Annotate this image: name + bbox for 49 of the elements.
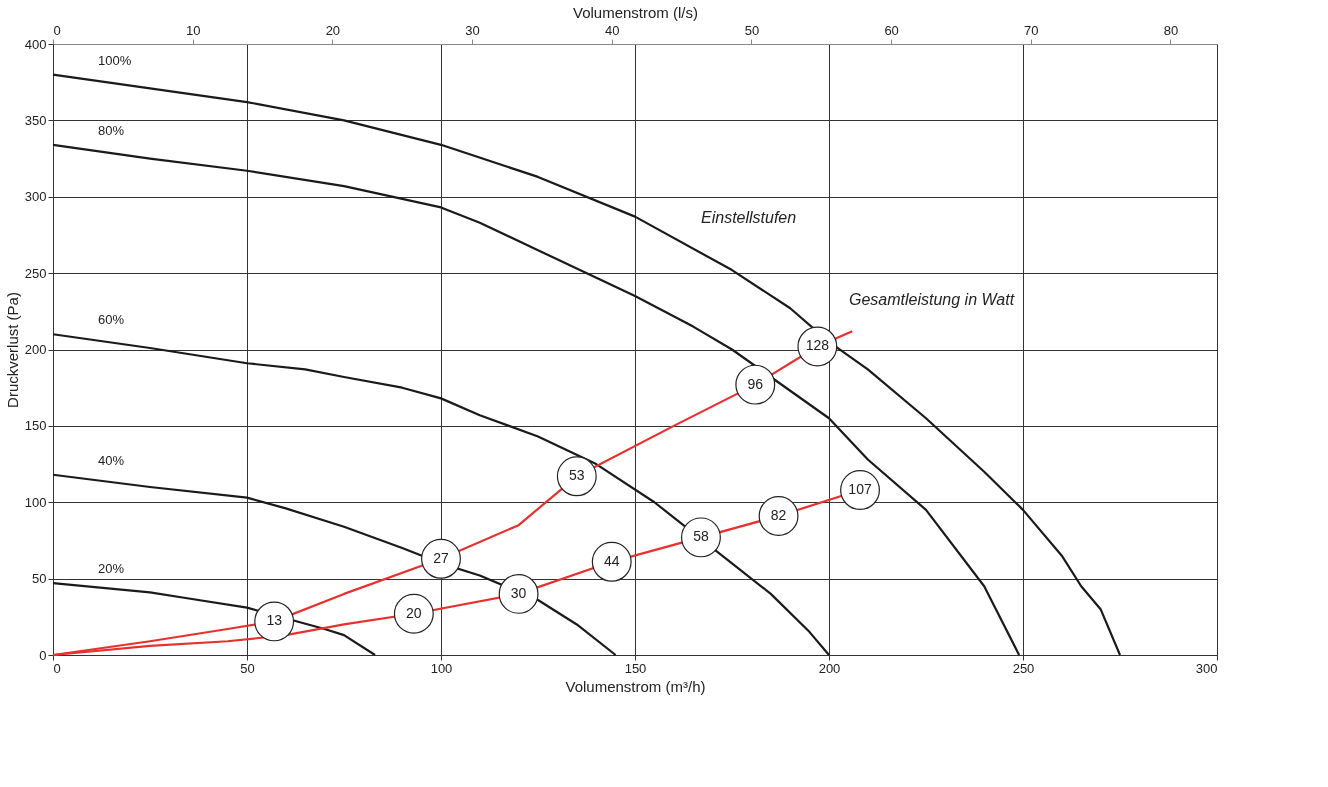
x2-tick-label: 30 [465, 22, 480, 38]
x2-axis-title: Volumenstrom (l/s) [572, 3, 699, 21]
x-tick-label: 150 [624, 660, 647, 676]
y-axis-title: Druckverlust (Pa) [3, 292, 21, 408]
y-tick-label: 200 [24, 342, 47, 357]
annotation: 30 [510, 584, 527, 601]
y-tick-label: 100 [24, 494, 47, 510]
x2-tick-label: 0 [53, 22, 61, 38]
line-series [51, 143, 1021, 657]
x-tick-label: 50 [240, 660, 255, 676]
annotation: 107 [848, 481, 872, 498]
y-tick-label: 400 [24, 36, 47, 52]
x2-tick-label: 50 [744, 22, 760, 38]
y-tick-label: 150 [24, 418, 47, 434]
y-tick-label: 350 [24, 112, 47, 128]
x-tick-label: 100 [430, 660, 453, 676]
annotation: 128 [805, 337, 830, 354]
y-tick-label: 300 [24, 189, 47, 205]
series-label: 80% [98, 122, 125, 138]
x2-tick-label: 40 [605, 22, 620, 38]
annotation: 44 [603, 552, 620, 569]
x2-tick-label: 20 [325, 22, 341, 38]
x-tick-label: 300 [1195, 660, 1218, 676]
annotation: 58 [693, 528, 709, 545]
line-series [51, 73, 1122, 657]
annotation: 20 [406, 604, 422, 621]
series-label: 40% [98, 452, 125, 468]
x2-tick-label: 70 [1024, 22, 1039, 38]
series-label: 60% [98, 312, 125, 328]
line-series [51, 582, 377, 657]
x-tick-label: 250 [1012, 660, 1035, 676]
x2-tick-label: 80 [1163, 22, 1179, 38]
annotation: 96 [747, 375, 764, 392]
annotation: Einstellstufen [701, 209, 797, 226]
annotation: Gesamtleistung in Watt [849, 291, 1015, 308]
x2-tick-label: 60 [884, 22, 899, 38]
x-tick-label: 200 [818, 660, 841, 676]
y-tick-label: 250 [24, 265, 47, 281]
annotation: 13 [266, 612, 283, 629]
annotation: 53 [569, 467, 585, 484]
annotation: 82 [770, 507, 787, 523]
series-label: 20% [98, 561, 125, 577]
x-tick-label: 0 [53, 660, 61, 676]
x-axis-title: Volumenstrom (m³/h) [565, 677, 706, 695]
y-tick-label: 0 [39, 647, 47, 663]
annotation: 27 [433, 549, 449, 566]
y-tick-label: 50 [32, 571, 47, 587]
series-label: 100% [98, 52, 132, 68]
x2-tick-label: 10 [185, 22, 201, 38]
